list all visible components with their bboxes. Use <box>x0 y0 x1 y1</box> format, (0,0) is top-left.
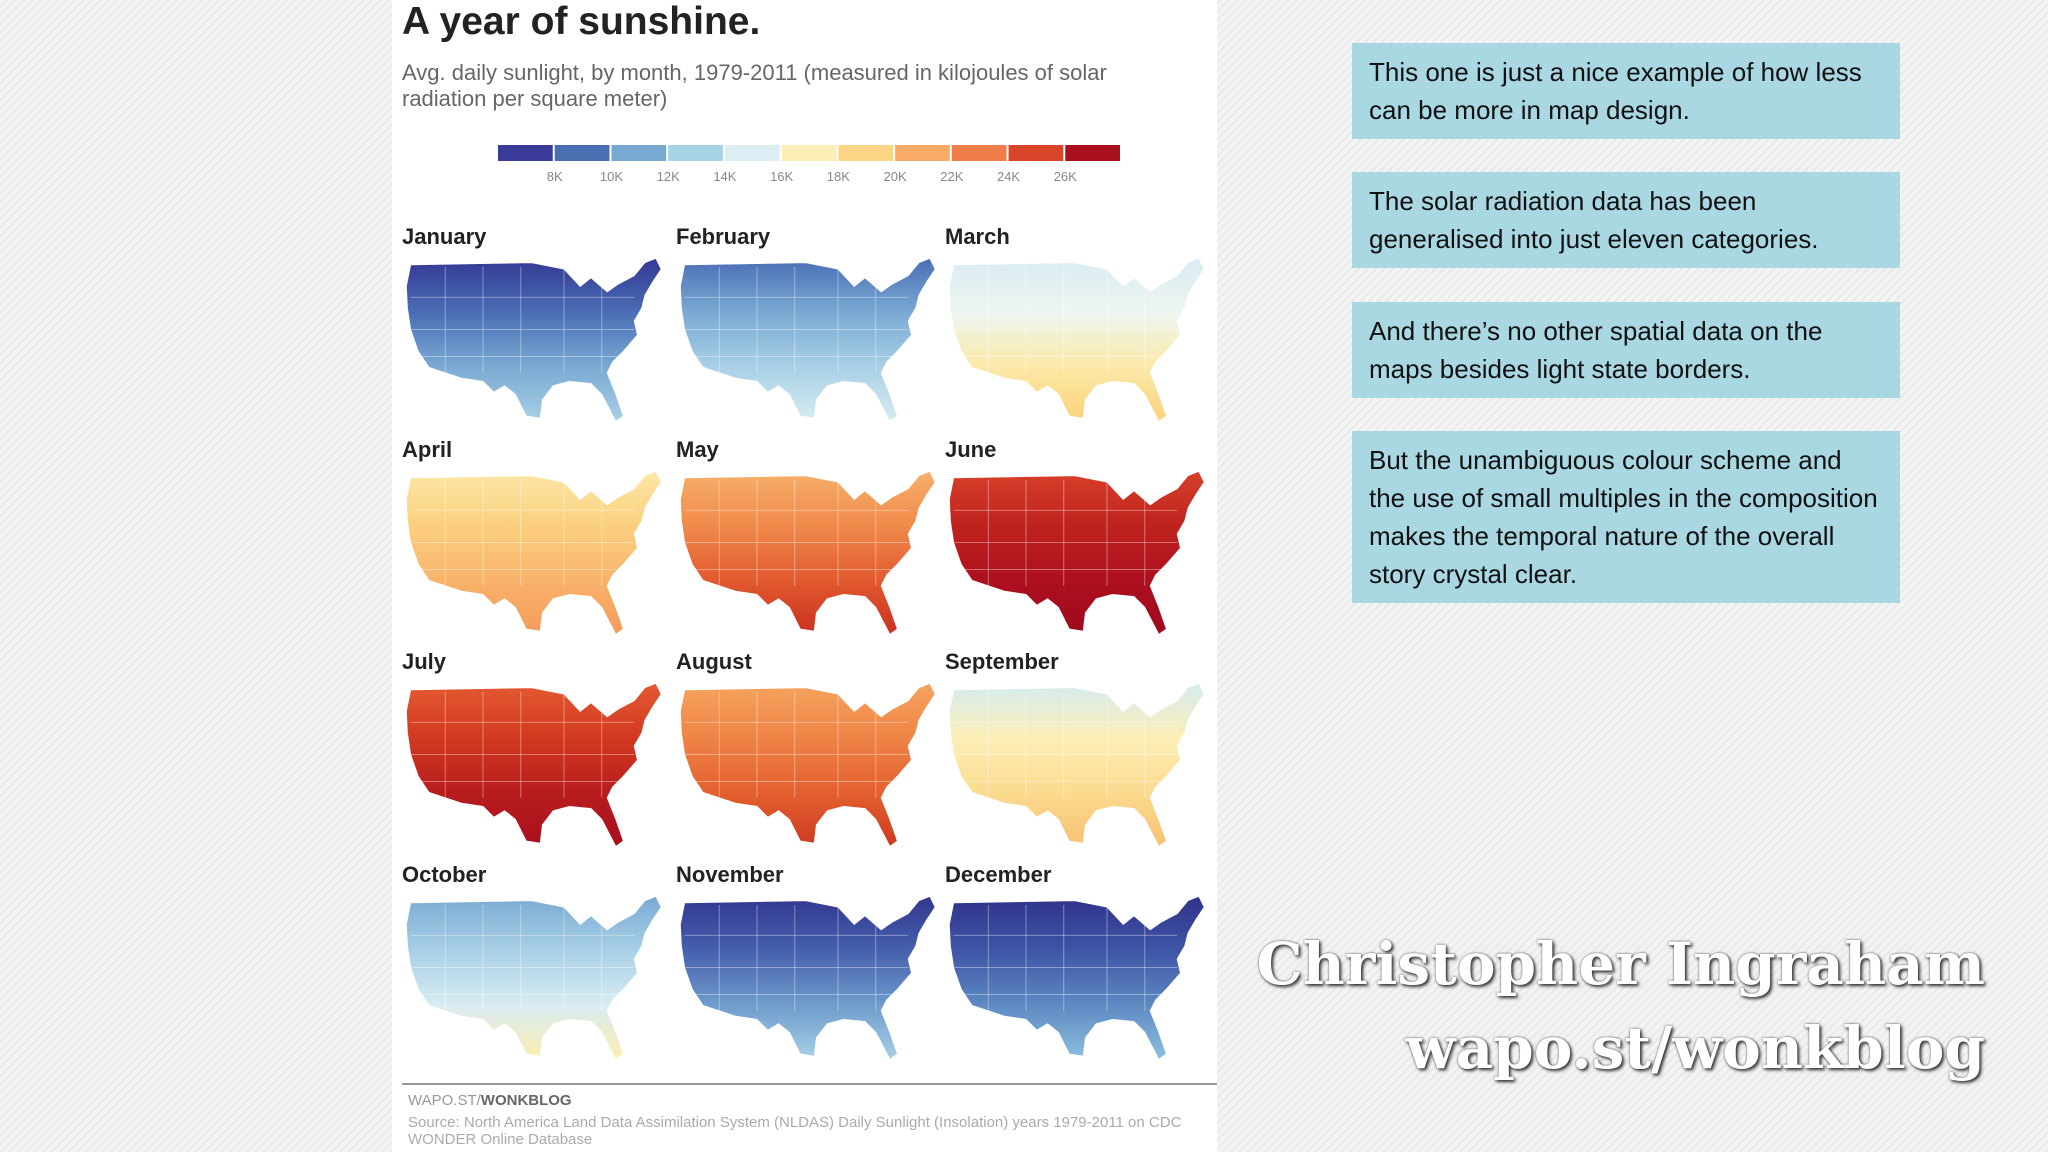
map-fill <box>948 895 1205 1061</box>
attribution: wapo.st/wonkblog <box>1405 1014 1985 1082</box>
us-map <box>948 895 1205 1061</box>
graphic-panel: 8K 10K 12K 14K 16K 18K 20K 22K 24K 26K January Febr… <box>392 0 1217 1152</box>
map-fill <box>405 470 662 636</box>
source: Source: North America Land Data Assimila… <box>408 1114 1182 1148</box>
credit-bold: WONKBLOG <box>480 1092 572 1109</box>
legend-swatch <box>611 145 667 161</box>
map-fill <box>948 470 1205 636</box>
legend-label: 18K <box>827 169 850 184</box>
month-label: March <box>945 224 1010 249</box>
month-label: August <box>676 649 752 674</box>
us-map <box>948 682 1205 848</box>
legend-swatch <box>781 145 837 161</box>
map-fill <box>405 682 662 848</box>
us-map <box>948 257 1205 423</box>
legend-label: 12K <box>657 169 680 184</box>
map-fill <box>948 257 1205 423</box>
footer-rule <box>402 1083 1217 1085</box>
month-label: July <box>402 649 447 674</box>
note: This one is just a nice example of how l… <box>1352 43 1900 139</box>
map-fill <box>405 257 662 423</box>
note: The solar radiation data has been genera… <box>1352 172 1900 268</box>
graphic-title: A year of sunshine. <box>402 0 761 43</box>
map-fill <box>948 682 1205 848</box>
us-map <box>679 895 936 1061</box>
legend-label: 26K <box>1054 169 1077 184</box>
legend-swatch <box>498 145 553 161</box>
legend-label: 22K <box>940 169 963 184</box>
legend-label: 14K <box>713 169 736 184</box>
map-fill <box>679 257 936 423</box>
legend-swatch <box>951 145 1007 161</box>
legend-swatch <box>724 145 780 161</box>
us-map <box>405 257 662 423</box>
month-label: February <box>676 224 771 249</box>
map-fill <box>679 895 936 1061</box>
legend-label: 20K <box>884 169 907 184</box>
month-label: December <box>945 862 1052 887</box>
legend-label: 16K <box>770 169 793 184</box>
map-fill <box>679 470 936 636</box>
month-label: November <box>676 862 784 887</box>
map-fill <box>405 895 662 1061</box>
legend-swatch <box>1065 145 1120 161</box>
us-map <box>679 470 936 636</box>
us-map <box>679 257 936 423</box>
legend-label: 8K <box>547 169 563 184</box>
month-label: January <box>402 224 487 249</box>
legend-label: 10K <box>600 169 623 184</box>
credit-prefix: WAPO.ST/ <box>408 1092 481 1109</box>
map-fill <box>679 682 936 848</box>
us-map <box>948 470 1205 636</box>
credit: WAPO.ST/WONKBLOG <box>408 1092 572 1109</box>
us-map <box>679 682 936 848</box>
us-map <box>405 895 662 1061</box>
month-label: April <box>402 437 452 462</box>
month-label: May <box>676 437 720 462</box>
legend-swatch <box>1008 145 1064 161</box>
us-map <box>405 470 662 636</box>
note: But the unambiguous colour scheme and th… <box>1352 431 1900 603</box>
legend-swatch <box>668 145 723 161</box>
legend-swatch <box>554 145 610 161</box>
month-label: October <box>402 862 487 887</box>
legend-swatch <box>895 145 950 161</box>
us-map <box>405 682 662 848</box>
month-label: June <box>945 437 996 462</box>
legend-label: 24K <box>997 169 1020 184</box>
note: And there’s no other spatial data on the… <box>1352 302 1900 398</box>
month-label: September <box>945 649 1059 674</box>
legend-swatch <box>838 145 894 161</box>
graphic-subtitle: Avg. daily sunlight, by month, 1979-2011… <box>402 60 1107 111</box>
attribution: Christopher Ingraham <box>1256 930 1985 998</box>
maps-svg: 8K 10K 12K 14K 16K 18K 20K 22K 24K 26K January Febr… <box>402 145 1205 1061</box>
